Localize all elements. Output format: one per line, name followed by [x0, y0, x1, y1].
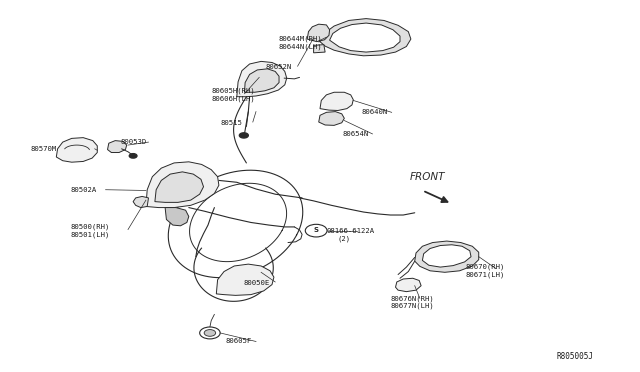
- Polygon shape: [320, 19, 411, 56]
- Text: 80652N: 80652N: [266, 64, 292, 70]
- Text: 80677N(LH): 80677N(LH): [390, 302, 434, 309]
- Polygon shape: [56, 138, 97, 162]
- Text: 80501(LH): 80501(LH): [70, 231, 110, 238]
- Polygon shape: [216, 264, 274, 295]
- Polygon shape: [307, 24, 330, 42]
- Polygon shape: [422, 245, 471, 267]
- Text: S: S: [314, 227, 319, 233]
- Polygon shape: [319, 112, 344, 125]
- Text: 80050E: 80050E: [243, 280, 269, 286]
- Text: 80605F: 80605F: [225, 339, 252, 344]
- Text: 80640N: 80640N: [362, 109, 388, 115]
- Text: 80606H(LH): 80606H(LH): [211, 95, 255, 102]
- Text: 80654N: 80654N: [342, 131, 369, 137]
- Circle shape: [200, 327, 220, 339]
- Text: FRONT: FRONT: [410, 172, 445, 182]
- Polygon shape: [244, 69, 279, 92]
- Polygon shape: [108, 141, 127, 153]
- Polygon shape: [237, 61, 287, 97]
- Polygon shape: [133, 196, 148, 208]
- Text: 80644M(RH): 80644M(RH): [278, 36, 322, 42]
- Text: R805005J: R805005J: [557, 352, 594, 361]
- Polygon shape: [396, 278, 421, 292]
- Text: 80502A: 80502A: [70, 187, 97, 193]
- Polygon shape: [330, 23, 400, 52]
- Text: 80644N(LH): 80644N(LH): [278, 43, 322, 50]
- Polygon shape: [320, 92, 353, 110]
- Text: 80515: 80515: [221, 120, 243, 126]
- Polygon shape: [415, 241, 479, 272]
- Polygon shape: [314, 45, 325, 53]
- Polygon shape: [165, 208, 189, 226]
- Circle shape: [305, 224, 327, 237]
- Text: (2): (2): [338, 235, 351, 242]
- Text: 80671(LH): 80671(LH): [466, 271, 506, 278]
- Text: 80500(RH): 80500(RH): [70, 224, 110, 230]
- Text: 80670(RH): 80670(RH): [466, 264, 506, 270]
- Text: 80676N(RH): 80676N(RH): [390, 295, 434, 302]
- Circle shape: [129, 154, 137, 158]
- Text: 80570M: 80570M: [31, 146, 57, 152]
- Circle shape: [204, 330, 216, 336]
- Polygon shape: [155, 172, 204, 202]
- Text: 08166-6122A: 08166-6122A: [326, 228, 374, 234]
- Circle shape: [239, 133, 248, 138]
- Text: 80053D: 80053D: [120, 139, 147, 145]
- Text: 80605H(RH): 80605H(RH): [211, 88, 255, 94]
- Polygon shape: [146, 162, 219, 208]
